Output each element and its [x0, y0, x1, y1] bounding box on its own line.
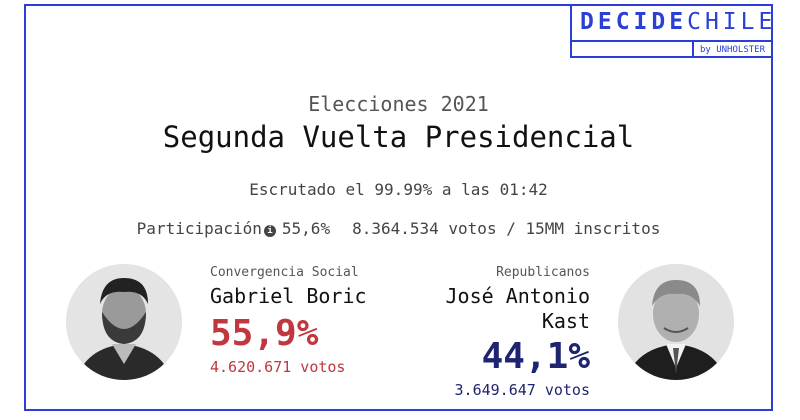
page-title: Segunda Vuelta Presidencial — [162, 120, 635, 154]
candidate-percentage: 55,9% — [210, 313, 319, 354]
brand-logo[interactable]: DECIDECHILE by UNHOLSTER — [570, 4, 773, 58]
brand-divider-vertical — [692, 40, 694, 58]
votes-summary: 8.364.534 votos / 15MM inscritos — [352, 219, 661, 238]
portrait-boric-icon — [66, 264, 182, 380]
candidate-votes: 4.620.671 votos — [210, 358, 346, 376]
results-card — [24, 4, 773, 411]
candidate-name-line2: Kast — [541, 309, 590, 333]
candidate-name: Gabriel Boric — [210, 284, 367, 308]
candidate-boric: Convergencia Social Gabriel Boric 55,9% … — [210, 265, 367, 376]
portrait-kast-icon — [618, 264, 734, 380]
participation-pct: 55,6% — [281, 219, 331, 238]
participation-label: Participación — [136, 219, 262, 238]
election-eyebrow: Elecciones 2021 — [308, 92, 489, 116]
avatar-boric — [66, 264, 182, 380]
scrutiny-status: Escrutado el 99.99% a las 01:42 — [249, 180, 548, 199]
candidate-percentage: 44,1% — [481, 336, 590, 377]
info-icon[interactable]: i — [263, 225, 276, 237]
candidate-party: Convergencia Social — [210, 265, 359, 280]
candidate-votes: 3.649.647 votos — [454, 381, 590, 399]
candidate-kast: Republicanos José Antonio Kast 44,1% 3.6… — [446, 265, 591, 399]
avatar-kast — [618, 264, 734, 380]
candidate-party: Republicanos — [496, 265, 590, 280]
brand-divider — [572, 40, 771, 42]
participation-row: Participación i 55,6% 8.364.534 votos / 15M… — [24, 219, 773, 238]
brand-tagline: by UNHOLSTER — [699, 45, 765, 55]
candidate-name-line1: José Antonio — [445, 284, 591, 308]
brand-wordmark: DECIDECHILE — [580, 9, 777, 35]
